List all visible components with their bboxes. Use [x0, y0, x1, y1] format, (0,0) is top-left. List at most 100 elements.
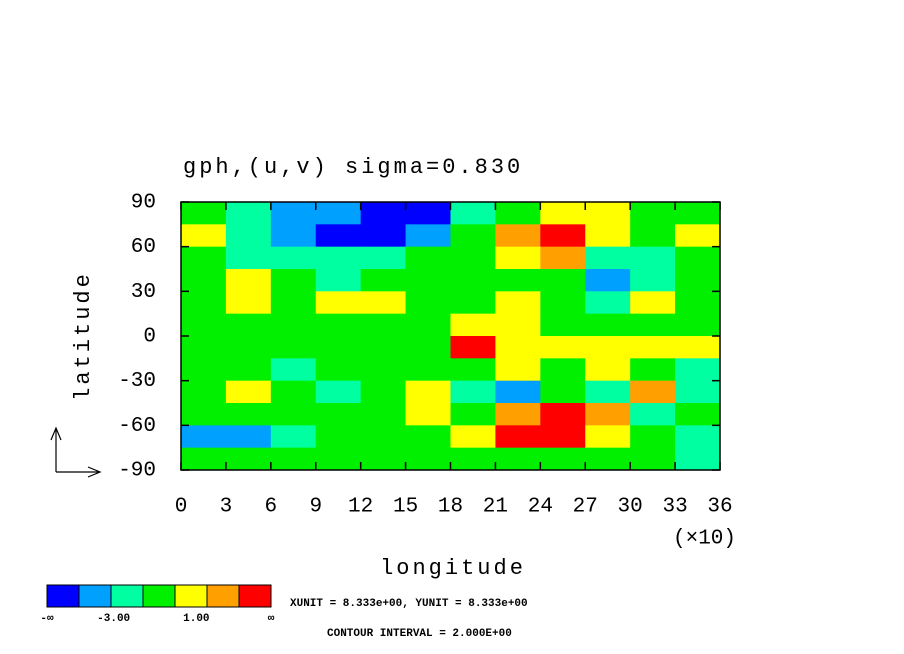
field-cell: [181, 380, 227, 404]
x-tick-label: 24: [528, 496, 553, 519]
field-cell: [495, 202, 541, 225]
field-cell: [585, 336, 631, 359]
field-cell: [181, 291, 227, 315]
field-cell: [405, 336, 451, 359]
field-cell: [405, 403, 451, 426]
field-cell: [630, 269, 676, 292]
field-cell: [585, 425, 631, 449]
y-tick-label: 90: [131, 192, 156, 215]
colorbar-cell: [239, 585, 271, 607]
field-cell: [450, 313, 496, 337]
field-cell: [630, 202, 676, 225]
field-cell: [495, 336, 541, 359]
field-cell: [540, 380, 586, 404]
field-cell: [495, 224, 541, 248]
field-cell: [360, 447, 407, 471]
field-cell: [405, 447, 451, 471]
field-cell: [225, 246, 272, 270]
colorbar-label: -∞: [40, 613, 54, 625]
field-cell: [181, 336, 227, 359]
field-cell: [450, 224, 496, 248]
y-axis-label: latitude: [71, 271, 96, 401]
field-cell: [540, 403, 586, 426]
y-tick-label: -90: [118, 460, 156, 483]
field-cell: [181, 313, 227, 337]
x-tick-label: 36: [707, 496, 732, 519]
arrow-up: [50, 426, 62, 472]
field-cell: [540, 336, 586, 359]
field-cell: [630, 313, 676, 337]
field-cell: [675, 291, 721, 315]
field-cell: [405, 358, 451, 382]
field-cell: [450, 269, 496, 292]
x-tick-label: 18: [438, 496, 463, 519]
x-tick-label: 6: [265, 496, 278, 519]
field-cell: [181, 425, 227, 449]
field-cell: [450, 403, 496, 426]
field-cell: [405, 291, 451, 315]
y-tick-label: -30: [118, 370, 156, 393]
x-tick-label: 0: [175, 496, 188, 519]
field-cell: [495, 425, 541, 449]
field-cell: [675, 358, 721, 382]
field-cell: [450, 246, 496, 270]
field-cell: [315, 291, 362, 315]
field-cell: [360, 291, 407, 315]
field-cell: [181, 246, 227, 270]
x-tick-label: 21: [483, 496, 508, 519]
field-cell: [540, 269, 586, 292]
field-cell: [315, 202, 362, 225]
field-cell: [181, 224, 227, 248]
field-cell: [630, 425, 676, 449]
field-cell: [181, 403, 227, 426]
field-cell: [225, 336, 272, 359]
field-cell: [450, 202, 496, 225]
field-cell: [540, 291, 586, 315]
y-tick-label: 60: [131, 236, 156, 259]
field-cell: [675, 246, 721, 270]
field-cell: [270, 269, 317, 292]
field-cell: [585, 224, 631, 248]
y-tick-label: 0: [143, 326, 156, 349]
field-cell: [405, 202, 451, 225]
field-cell: [360, 269, 407, 292]
field-cell: [495, 269, 541, 292]
unit-note: XUNIT = 8.333e+00, YUNIT = 8.333e+00: [290, 598, 528, 610]
field-cell: [270, 425, 317, 449]
field-cell: [315, 246, 362, 270]
field-cell: [225, 269, 272, 292]
colorbar-cell: [47, 585, 79, 607]
field-cell: [585, 403, 631, 426]
field-cell: [360, 403, 407, 426]
field-cell: [360, 380, 407, 404]
field-cell: [181, 202, 227, 225]
colorbar-label: ∞: [268, 613, 275, 625]
field-cell: [270, 447, 317, 471]
field-cell: [585, 202, 631, 225]
colorbar-cell: [143, 585, 175, 607]
x-axis-label: longitude: [380, 556, 526, 581]
field-cell: [585, 313, 631, 337]
field-cell: [675, 202, 721, 225]
field-cell: [630, 358, 676, 382]
chart-title: gph,(u,v) sigma=0.830: [183, 155, 523, 180]
x-multiplier: (×10): [673, 528, 736, 551]
arrow-right: [56, 466, 102, 478]
field-cell: [540, 224, 586, 248]
field-cell: [450, 358, 496, 382]
field-cell: [360, 246, 407, 270]
field-cell: [495, 313, 541, 337]
field-cell: [450, 380, 496, 404]
x-tick-label: 15: [393, 496, 418, 519]
field-cell: [225, 224, 272, 248]
x-tick-label: 3: [220, 496, 233, 519]
vector-reference-arrows: [50, 426, 102, 478]
field-cell: [270, 246, 317, 270]
colorbar-cell: [79, 585, 111, 607]
field-cell: [270, 358, 317, 382]
y-tick-label: -60: [118, 415, 156, 438]
field-cell: [585, 447, 631, 471]
field-cell: [495, 291, 541, 315]
field-cell: [315, 425, 362, 449]
